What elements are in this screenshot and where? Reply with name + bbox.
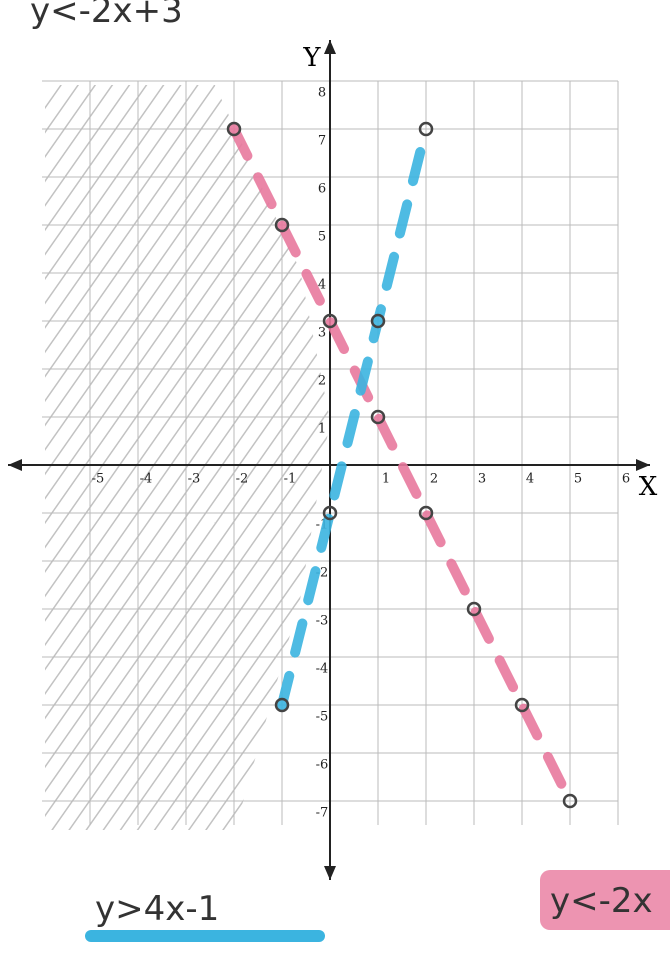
x-tick-label: -4 xyxy=(140,472,153,487)
y-tick-label: 2 xyxy=(318,374,326,389)
x-tick-label: 5 xyxy=(574,472,582,487)
y-tick-label: 5 xyxy=(318,230,326,245)
y-tick-label: -7 xyxy=(316,806,329,821)
point xyxy=(514,697,530,713)
x-tick-label: -1 xyxy=(284,472,297,487)
x-tick-label: -5 xyxy=(92,472,105,487)
point xyxy=(562,793,578,809)
x-tick-label: 6 xyxy=(622,472,630,487)
y-tick-label: -5 xyxy=(316,710,329,725)
series-line xyxy=(229,124,575,806)
x-tick-label: -2 xyxy=(236,472,249,487)
x-axis-label: X xyxy=(639,472,658,502)
series-label: y<-2x+3 xyxy=(30,0,183,31)
y-tick-label: -4 xyxy=(316,662,329,677)
highlight xyxy=(85,930,325,942)
point xyxy=(226,121,242,137)
series-line xyxy=(277,124,431,710)
y-axis-label: Y xyxy=(302,43,321,73)
y-tick-label: 8 xyxy=(318,86,326,101)
y-tick-label: 7 xyxy=(318,134,326,149)
point xyxy=(466,601,482,617)
x-tick-label: 3 xyxy=(478,472,486,487)
x-tick-label: 2 xyxy=(430,472,438,487)
y-tick-label: 6 xyxy=(318,182,326,197)
x-tick-label: 4 xyxy=(526,472,534,487)
y-tick-label: -6 xyxy=(316,758,329,773)
x-tick-label: 1 xyxy=(382,472,390,487)
x-tick-label: -3 xyxy=(188,472,201,487)
point xyxy=(322,505,338,521)
point xyxy=(274,217,290,233)
annotation: y<-2x xyxy=(550,881,653,921)
shaded-region xyxy=(45,85,330,830)
point xyxy=(418,121,434,137)
highlight xyxy=(540,870,670,930)
y-tick-label: 4 xyxy=(318,278,326,293)
point xyxy=(370,409,386,425)
y-tick-label: -3 xyxy=(316,614,329,629)
point xyxy=(370,313,386,329)
y-tick-label: 1 xyxy=(318,422,326,437)
point xyxy=(274,697,290,713)
y-tick-label: 3 xyxy=(318,326,326,341)
point xyxy=(418,505,434,521)
series-label: y>4x-1 xyxy=(95,889,219,929)
point xyxy=(322,313,338,329)
